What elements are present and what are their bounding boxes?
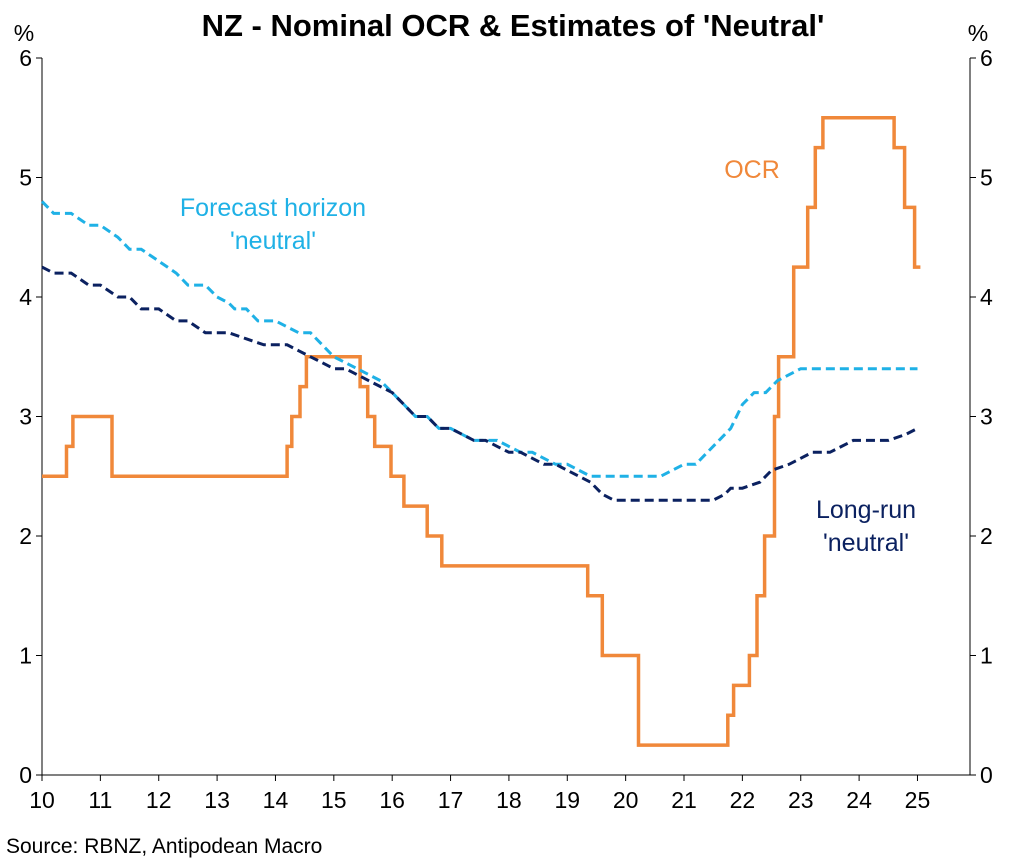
axes: 0 01 12 23 34 45 56 610 11 12 13 14 15 16 17 18 19 20 21 22… — [19, 45, 993, 813]
right-y-tick-label: 2 — [980, 523, 993, 549]
x-tick-label: 18 — [496, 787, 522, 813]
left-y-tick-label: 3 — [19, 404, 32, 430]
right-y-tick-label: 3 — [980, 404, 993, 430]
x-tick-label: 16 — [379, 787, 405, 813]
x-tick-label: 12 — [146, 787, 172, 813]
x-tick-label: 17 — [438, 787, 464, 813]
x-tick-label: 15 — [321, 787, 347, 813]
chart-title: NZ - Nominal OCR & Estimates of 'Neutral… — [202, 8, 825, 43]
x-tick-label: 13 — [204, 787, 230, 813]
right-y-tick-label: 6 — [980, 45, 993, 71]
right-y-tick-label: 1 — [980, 643, 993, 669]
left-y-tick-label: 1 — [19, 643, 32, 669]
left-axis-unit: % — [14, 20, 34, 46]
forecast-series-label-line2: 'neutral' — [230, 227, 316, 255]
x-tick-label: 20 — [613, 787, 639, 813]
forecast-series-label-line1: Forecast horizon — [180, 194, 366, 222]
x-tick-label: 10 — [29, 787, 55, 813]
left-y-tick-label: 2 — [19, 523, 32, 549]
right-y-tick-label: 5 — [980, 165, 993, 191]
x-tick-label: 19 — [554, 787, 580, 813]
x-tick-label: 11 — [88, 787, 112, 813]
x-tick-label: 22 — [730, 787, 756, 813]
source-note: Source: RBNZ, Antipodean Macro — [6, 835, 322, 858]
longrun-series-label-line1: Long-run — [816, 496, 916, 524]
x-tick-label: 23 — [788, 787, 814, 813]
left-y-tick-label: 6 — [19, 45, 32, 71]
left-y-tick-label: 4 — [19, 284, 32, 310]
longrun-series-line — [41, 265, 919, 502]
left-y-tick-label: 0 — [19, 762, 32, 788]
x-tick-label: 21 — [671, 787, 697, 813]
right-axis-unit: % — [968, 20, 988, 46]
forecast-series-line — [40, 200, 918, 478]
ocr-series-label: OCR — [724, 156, 780, 184]
left-y-tick-label: 5 — [19, 165, 32, 191]
x-tick-label: 24 — [846, 787, 872, 813]
series-layer — [40, 116, 921, 747]
right-y-tick-label: 4 — [980, 284, 993, 310]
right-y-tick-label: 0 — [980, 762, 993, 788]
x-tick-label: 25 — [905, 787, 931, 813]
ocr-series-line — [42, 116, 921, 747]
x-tick-label: 14 — [263, 787, 289, 813]
longrun-series-label-line2: 'neutral' — [823, 529, 909, 557]
